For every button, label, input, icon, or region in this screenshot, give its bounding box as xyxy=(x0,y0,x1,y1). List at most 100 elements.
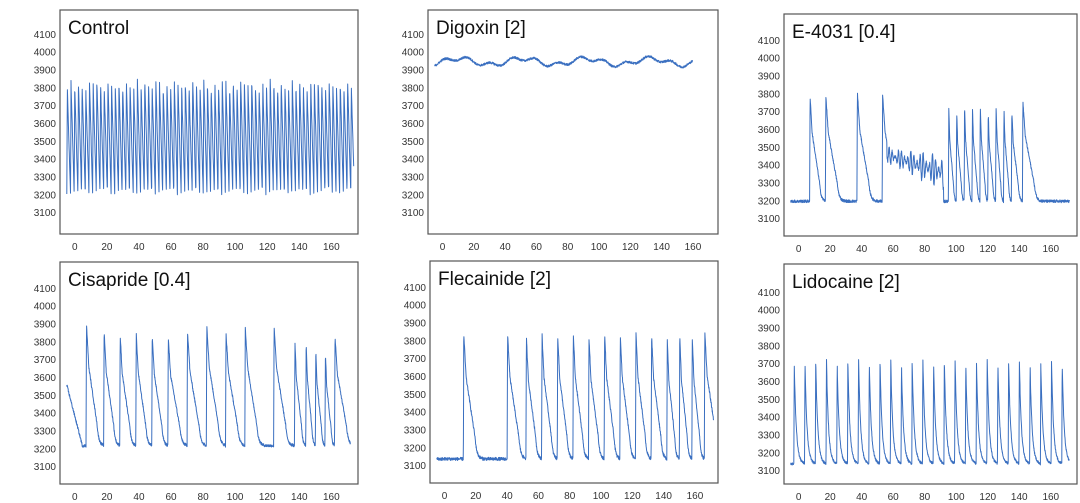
signal-trace xyxy=(434,55,694,69)
y-tick-label: 4000 xyxy=(758,54,781,65)
signal-trace xyxy=(790,359,1070,466)
x-tick-label: 120 xyxy=(624,491,641,502)
y-tick-label: 4100 xyxy=(758,36,781,47)
x-tick-label: 0 xyxy=(796,492,802,503)
y-tick-label: 3700 xyxy=(34,101,57,112)
y-tick-label: 3800 xyxy=(758,89,781,100)
x-tick-label: 0 xyxy=(72,242,78,253)
y-tick-label: 3600 xyxy=(758,377,781,388)
x-tick-label: 160 xyxy=(687,491,704,502)
x-tick-label: 120 xyxy=(979,492,996,503)
chart-title: Flecainide [2] xyxy=(438,269,551,290)
panel-flecainide: Flecainide [2] 3100 3200 3300 3400 3500 3600 37… xyxy=(360,258,720,503)
y-tick-label: 3400 xyxy=(758,413,781,424)
chart-svg: Digoxin [2] 3100 3200 3300 3400 3500 3600 3700 3… xyxy=(402,9,719,253)
y-tick-label: 3300 xyxy=(758,430,781,441)
signal-trace xyxy=(790,92,1070,204)
x-tick-label: 20 xyxy=(101,242,113,253)
x-tick-label: 100 xyxy=(948,244,965,255)
y-tick-label: 3500 xyxy=(758,395,781,406)
y-tick-label: 3100 xyxy=(404,461,427,472)
x-tick-label: 60 xyxy=(165,242,177,253)
y-tick-label: 3600 xyxy=(34,373,57,384)
x-tick-label: 60 xyxy=(165,492,177,503)
chart-frame xyxy=(427,9,719,235)
x-tick-label: 100 xyxy=(227,492,244,503)
y-tick-label: 3700 xyxy=(34,355,57,366)
y-tick-label: 3500 xyxy=(758,143,781,154)
signal-trace xyxy=(66,325,351,448)
x-tick-label: 120 xyxy=(259,492,276,503)
x-tick-label: 40 xyxy=(133,492,145,503)
x-tick-label: 60 xyxy=(531,242,543,253)
y-tick-label: 3900 xyxy=(34,66,57,77)
x-tick-label: 60 xyxy=(888,492,900,503)
y-tick-label: 4100 xyxy=(402,30,425,41)
y-tick-label: 3900 xyxy=(404,319,427,330)
x-tick-label: 100 xyxy=(591,242,608,253)
x-tick-label: 140 xyxy=(1011,492,1028,503)
x-tick-label: 40 xyxy=(502,491,514,502)
chart-svg: Cisapride [0.4] 3100 3200 3300 3400 3500 3600 3… xyxy=(34,261,359,503)
x-tick-label: 0 xyxy=(796,244,802,255)
y-tick-label: 3800 xyxy=(402,83,425,94)
x-tick-label: 20 xyxy=(101,492,113,503)
y-tick-label: 4100 xyxy=(758,288,781,299)
signal-trace xyxy=(66,78,355,196)
x-tick-label: 140 xyxy=(291,492,308,503)
x-tick-label: 20 xyxy=(468,242,480,253)
x-tick-label: 120 xyxy=(622,242,639,253)
chart-svg: Flecainide [2] 3100 3200 3300 3400 3500 3600 37… xyxy=(404,260,719,502)
y-tick-label: 3900 xyxy=(758,72,781,83)
panel-e4031: E-4031 [0.4] 3100 3200 3300 3400 3500 3600 3700… xyxy=(715,0,1080,255)
y-tick-label: 3500 xyxy=(402,137,425,148)
x-tick-label: 80 xyxy=(919,492,931,503)
y-tick-label: 3300 xyxy=(402,172,425,183)
y-tick-label: 3800 xyxy=(404,336,427,347)
x-tick-label: 20 xyxy=(825,492,837,503)
y-tick-label: 3700 xyxy=(402,101,425,112)
x-tick-label: 160 xyxy=(685,242,702,253)
x-tick-label: 40 xyxy=(500,242,512,253)
x-tick-label: 20 xyxy=(825,244,837,255)
y-tick-label: 3600 xyxy=(758,125,781,136)
x-tick-label: 0 xyxy=(440,242,446,253)
y-tick-label: 3200 xyxy=(758,196,781,207)
x-tick-label: 120 xyxy=(979,244,996,255)
y-tick-label: 3300 xyxy=(34,172,57,183)
y-tick-label: 3200 xyxy=(758,448,781,459)
y-tick-label: 3300 xyxy=(758,178,781,189)
x-tick-label: 160 xyxy=(1042,244,1059,255)
chart-title: Lidocaine [2] xyxy=(792,272,900,293)
x-tick-label: 100 xyxy=(227,242,244,253)
x-tick-label: 120 xyxy=(259,242,276,253)
chart-title: Digoxin [2] xyxy=(436,18,526,39)
y-tick-label: 3100 xyxy=(34,208,57,219)
y-tick-label: 3900 xyxy=(402,66,425,77)
x-tick-label: 0 xyxy=(442,491,448,502)
y-tick-label: 4000 xyxy=(758,306,781,317)
y-tick-label: 3200 xyxy=(34,444,57,455)
x-tick-label: 100 xyxy=(593,491,610,502)
chart-title: Control xyxy=(68,18,129,39)
y-tick-label: 3400 xyxy=(34,409,57,420)
y-tick-label: 3500 xyxy=(34,137,57,148)
signal-trace xyxy=(436,332,715,462)
x-tick-label: 80 xyxy=(198,242,210,253)
x-tick-label: 160 xyxy=(1042,492,1059,503)
x-tick-label: 60 xyxy=(533,491,545,502)
y-tick-label: 4000 xyxy=(34,302,57,313)
panel-control: Control 3100 3200 3300 3400 3500 3600 3700 3800 3… xyxy=(0,0,360,253)
y-tick-label: 4000 xyxy=(402,48,425,59)
y-tick-label: 4000 xyxy=(34,48,57,59)
y-tick-label: 3700 xyxy=(404,354,427,365)
y-tick-label: 3800 xyxy=(34,337,57,348)
x-tick-label: 60 xyxy=(888,244,900,255)
x-tick-label: 100 xyxy=(948,492,965,503)
y-tick-label: 3400 xyxy=(758,161,781,172)
y-tick-label: 3300 xyxy=(34,426,57,437)
x-tick-label: 40 xyxy=(856,244,868,255)
y-tick-label: 4000 xyxy=(404,301,427,312)
panel-cisapride: Cisapride [0.4] 3100 3200 3300 3400 3500 3600 3… xyxy=(0,258,360,503)
chart-frame xyxy=(429,260,719,484)
